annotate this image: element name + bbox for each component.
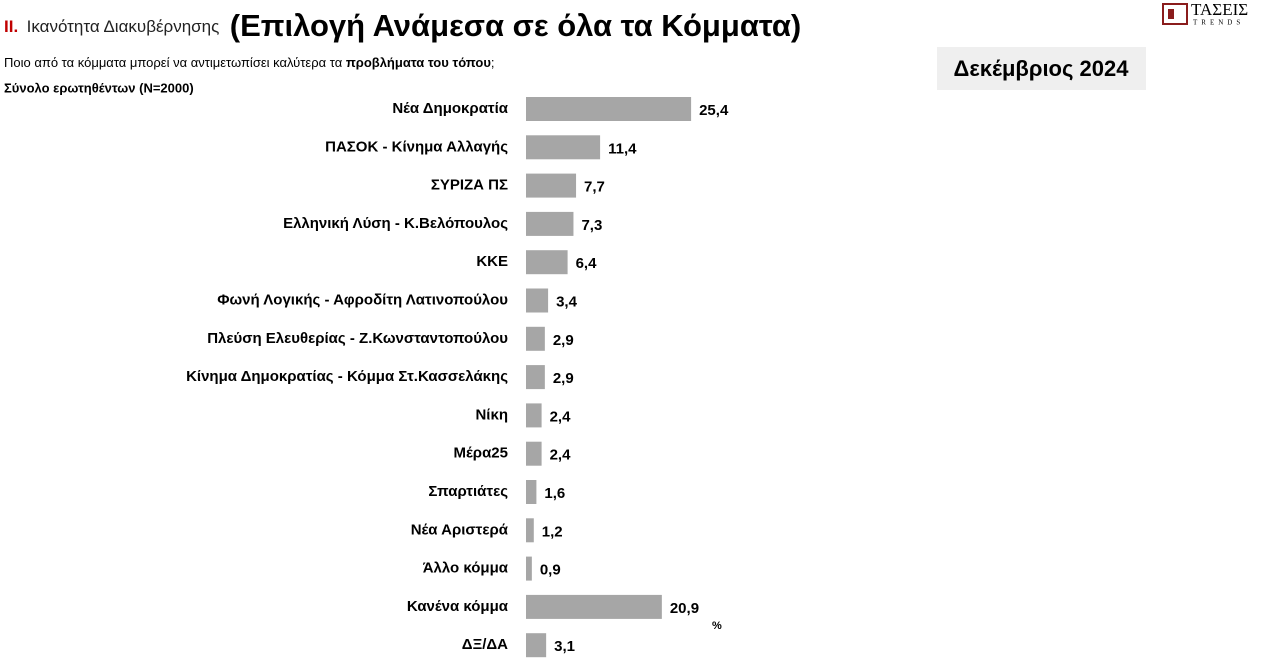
- value-label: 20,9: [670, 600, 699, 617]
- section-label: Ικανότητα Διακυβέρνησης: [27, 17, 220, 36]
- category-label: Πλεύση Ελευθερίας - Ζ.Κωνσταντοπούλου: [207, 330, 508, 347]
- bar: [526, 403, 542, 428]
- bar: [526, 326, 545, 351]
- category-label: Κανένα κόμμα: [407, 598, 509, 615]
- unit-label: %: [712, 620, 722, 632]
- category-label: Νέα Δημοκρατία: [392, 100, 508, 117]
- category-label: Σπαρτιάτες: [428, 483, 508, 500]
- date-box: [937, 47, 1146, 90]
- value-label: 7,3: [581, 217, 602, 234]
- category-label: ΣΥΡΙΖΑ ΠΣ: [431, 177, 508, 194]
- bar: [526, 365, 545, 390]
- category-label: Νέα Αριστερά: [411, 521, 509, 538]
- category-label: Ελληνική Λύση - Κ.Βελόπουλος: [283, 215, 508, 232]
- value-label: 1,2: [542, 523, 563, 540]
- logo-icon: [1162, 3, 1188, 25]
- category-label: ΚΚΕ: [476, 253, 508, 270]
- bar: [526, 518, 534, 543]
- value-label: 2,4: [550, 447, 572, 464]
- bar: [526, 288, 549, 313]
- bar: [526, 556, 532, 581]
- question-end: ;: [491, 55, 495, 70]
- bar: [526, 480, 537, 504]
- category-label: Άλλο κόμμα: [423, 560, 509, 577]
- question: Ποιο από τα κόμματα μπορεί να αντιμετωπί…: [4, 55, 495, 70]
- value-label: 11,4: [608, 140, 637, 157]
- value-label: 3,1: [554, 638, 575, 655]
- title: (Επιλογή Ανάμεσα σε όλα τα Κόμματα): [230, 8, 801, 43]
- section-number: II.: [4, 17, 18, 36]
- sample: Σύνολο ερωτηθέντων (N=2000): [4, 80, 194, 95]
- bar: [526, 250, 568, 275]
- category-label: Νίκη: [475, 406, 508, 423]
- logo-icon-part: [1168, 9, 1174, 19]
- bar: [526, 135, 601, 160]
- question-bold: προβλήματα του τόπου: [346, 55, 492, 70]
- bar: [526, 173, 577, 198]
- value-label: 1,6: [544, 485, 565, 502]
- category-label: ΠΑΣΟΚ - Κίνημα Αλλαγής: [325, 138, 508, 155]
- value-label: 3,4: [556, 293, 578, 310]
- value-label: 2,9: [553, 332, 574, 349]
- page-heading: II. Ικανότητα Διακυβέρνησης (Επιλογή Ανά…: [4, 8, 801, 43]
- value-label: 25,4: [699, 102, 729, 119]
- logo: ΤΑΣΕΙΣ: [1191, 0, 1248, 19]
- question-text: Ποιο από τα κόμματα μπορεί να αντιμετωπί…: [4, 55, 346, 70]
- category-label: Φωνή Λογικής - Αφροδίτη Λατινοπούλου: [217, 291, 508, 308]
- value-label: 2,4: [550, 408, 572, 425]
- bar: [526, 211, 574, 236]
- value-label: 6,4: [576, 255, 598, 272]
- logo-sub: TRENDS: [1193, 19, 1244, 27]
- bar: [526, 594, 662, 619]
- bar: [526, 97, 692, 121]
- date: Δεκέμβριος 2024: [954, 56, 1130, 81]
- value-label: 0,9: [540, 562, 561, 579]
- value-label: 2,9: [553, 370, 574, 387]
- bar: [526, 441, 542, 466]
- category-label: Κίνημα Δημοκρατίας - Κόμμα Στ.Κασσελάκης: [186, 368, 508, 385]
- bar: [526, 633, 547, 658]
- category-label: ΔΞ/ΔΑ: [462, 636, 508, 653]
- category-label: Μέρα25: [454, 445, 508, 462]
- value-label: 7,7: [584, 179, 605, 196]
